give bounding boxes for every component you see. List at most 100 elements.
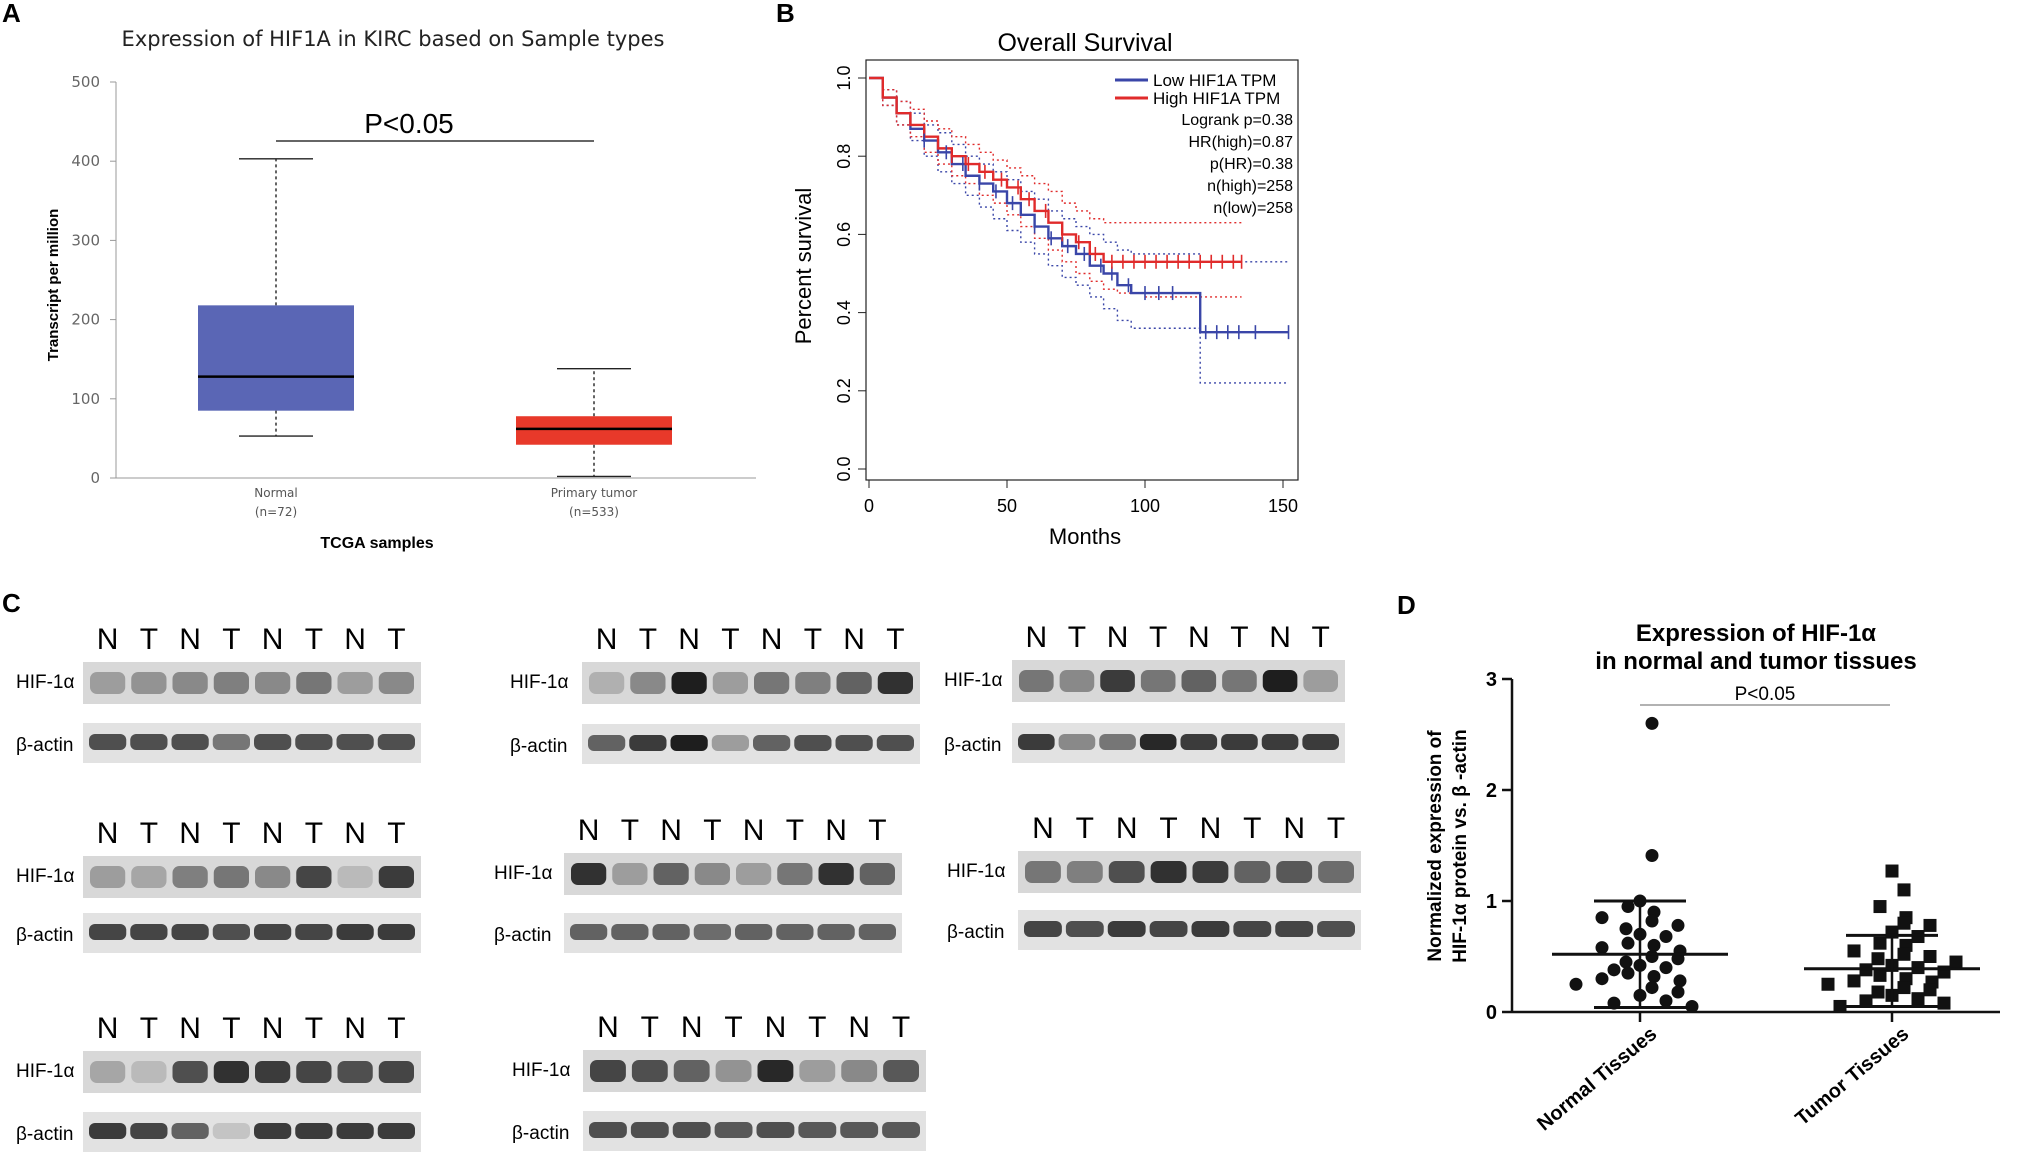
panel-b-xtick-label: 100 bbox=[1130, 496, 1160, 516]
hif-band bbox=[818, 863, 854, 885]
lane-label: N bbox=[1107, 621, 1129, 654]
normal-tissue-point bbox=[1619, 955, 1633, 969]
hif-band bbox=[172, 866, 208, 888]
actin-band bbox=[254, 734, 292, 750]
actin-band bbox=[1018, 734, 1055, 750]
actin-band bbox=[1275, 921, 1314, 937]
tumor-tissue-point bbox=[1821, 977, 1835, 991]
normal-tissue-point bbox=[1621, 900, 1635, 914]
actin-band bbox=[295, 924, 333, 940]
tumor-tissue-point bbox=[1873, 900, 1887, 914]
tumor-tissue-point bbox=[1923, 983, 1937, 997]
hif-band bbox=[1100, 670, 1135, 692]
tumor-tissue-point bbox=[1897, 916, 1911, 930]
lane-label: T bbox=[387, 817, 405, 850]
hif-band bbox=[630, 672, 666, 694]
panel-a: A Expression of HIF1A in KIRC based on S… bbox=[2, 0, 756, 552]
actin-band bbox=[693, 924, 731, 940]
normal-tissue-point bbox=[1619, 922, 1633, 936]
panel-a-ytick-label: 500 bbox=[71, 73, 100, 91]
legend-high-label: High HIF1A TPM bbox=[1153, 89, 1280, 108]
normal-tissue-point bbox=[1645, 848, 1659, 862]
stat-nhigh: n(high)=258 bbox=[1207, 178, 1293, 195]
normal-tissue-point bbox=[1595, 911, 1609, 925]
lane-label: T bbox=[721, 623, 739, 656]
lane-label: T bbox=[804, 623, 822, 656]
hif-band bbox=[1140, 670, 1176, 692]
hif-row-label: HIF-1α bbox=[944, 670, 1003, 691]
actin-band bbox=[711, 735, 749, 751]
hif-band bbox=[1059, 670, 1095, 692]
actin-band bbox=[377, 734, 415, 750]
hif-band bbox=[172, 672, 208, 694]
actin-band bbox=[171, 734, 209, 750]
actin-band bbox=[254, 1123, 292, 1139]
hif-band bbox=[337, 1061, 373, 1083]
actin-band bbox=[1058, 734, 1096, 750]
hif-band bbox=[378, 672, 414, 694]
hif-band bbox=[131, 672, 167, 694]
panel-a-ytick-label: 300 bbox=[71, 231, 100, 249]
tumor-tissue-point bbox=[1897, 981, 1911, 995]
actin-band bbox=[89, 924, 127, 940]
panel-d-ytick-label: 0 bbox=[1486, 1002, 1497, 1024]
lane-label: T bbox=[140, 1012, 158, 1045]
actin-band bbox=[295, 734, 333, 750]
actin-band bbox=[1233, 921, 1272, 937]
hif-band bbox=[883, 1060, 919, 1082]
actin-row-label: β-actin bbox=[510, 736, 567, 757]
hif-row-label: HIF-1α bbox=[512, 1060, 571, 1081]
lane-label: N bbox=[1032, 812, 1054, 845]
panel-b-xtick-label: 50 bbox=[997, 496, 1017, 516]
hif-row-label: HIF-1α bbox=[16, 672, 75, 693]
hif-band bbox=[172, 1061, 208, 1083]
lane-label: N bbox=[660, 814, 682, 847]
panel-b-ytick-label: 1.0 bbox=[834, 65, 854, 90]
panel-a-ylabel: Transcript per million bbox=[45, 209, 62, 362]
hif-band bbox=[378, 1061, 414, 1083]
hif-band bbox=[1181, 670, 1217, 692]
hif-band bbox=[757, 1060, 794, 1082]
tumor-tissue-point bbox=[1873, 936, 1887, 950]
panel-b-legend: Low HIF1A TPM High HIF1A TPM Logrank p=0… bbox=[1115, 71, 1293, 217]
panel-b-ytick-label: 0.4 bbox=[834, 300, 854, 325]
hif-row-label: HIF-1α bbox=[16, 1061, 75, 1082]
hif-row-label: HIF-1α bbox=[947, 861, 1006, 882]
hif-band bbox=[1262, 670, 1298, 692]
hif-band bbox=[213, 866, 249, 888]
lane-label: N bbox=[761, 623, 783, 656]
hif-band bbox=[877, 672, 913, 694]
panel-b-title: Overall Survival bbox=[997, 29, 1172, 57]
panel-b: B Overall Survival Percent survival Mont… bbox=[776, 0, 1299, 549]
hif-band bbox=[841, 1060, 878, 1082]
lane-label: T bbox=[1243, 812, 1261, 845]
stat-hr: HR(high)=0.87 bbox=[1189, 134, 1294, 151]
hif-band bbox=[571, 863, 607, 885]
lane-label: N bbox=[681, 1011, 703, 1044]
normal-tissue-point bbox=[1647, 938, 1661, 952]
tumor-tissue-point bbox=[1871, 952, 1885, 966]
lane-label: T bbox=[1312, 621, 1330, 654]
hif-band bbox=[131, 866, 167, 888]
panel-b-ytick-label: 0.2 bbox=[834, 378, 854, 403]
tumor-tissue-point bbox=[1937, 996, 1951, 1010]
hif-band bbox=[836, 672, 872, 694]
normal-tissue-point bbox=[1621, 936, 1635, 950]
actin-band bbox=[840, 1122, 879, 1138]
lane-label: N bbox=[97, 1012, 119, 1045]
hif-band bbox=[673, 1060, 710, 1082]
panel-d-ytick-label: 3 bbox=[1486, 669, 1497, 691]
lane-label: T bbox=[786, 814, 804, 847]
normal-tissue-point bbox=[1595, 941, 1609, 955]
lane-label: T bbox=[1149, 621, 1167, 654]
normal-tissue-point bbox=[1621, 966, 1635, 980]
normal-tissue-point bbox=[1671, 985, 1685, 999]
lane-label: T bbox=[387, 623, 405, 656]
actin-band bbox=[882, 1122, 920, 1138]
panel-a-title: Expression of HIF1A in KIRC based on Sam… bbox=[122, 27, 665, 51]
actin-band bbox=[735, 924, 773, 940]
lane-label: T bbox=[724, 1011, 742, 1044]
stat-phr: p(HR)=0.38 bbox=[1210, 156, 1293, 173]
